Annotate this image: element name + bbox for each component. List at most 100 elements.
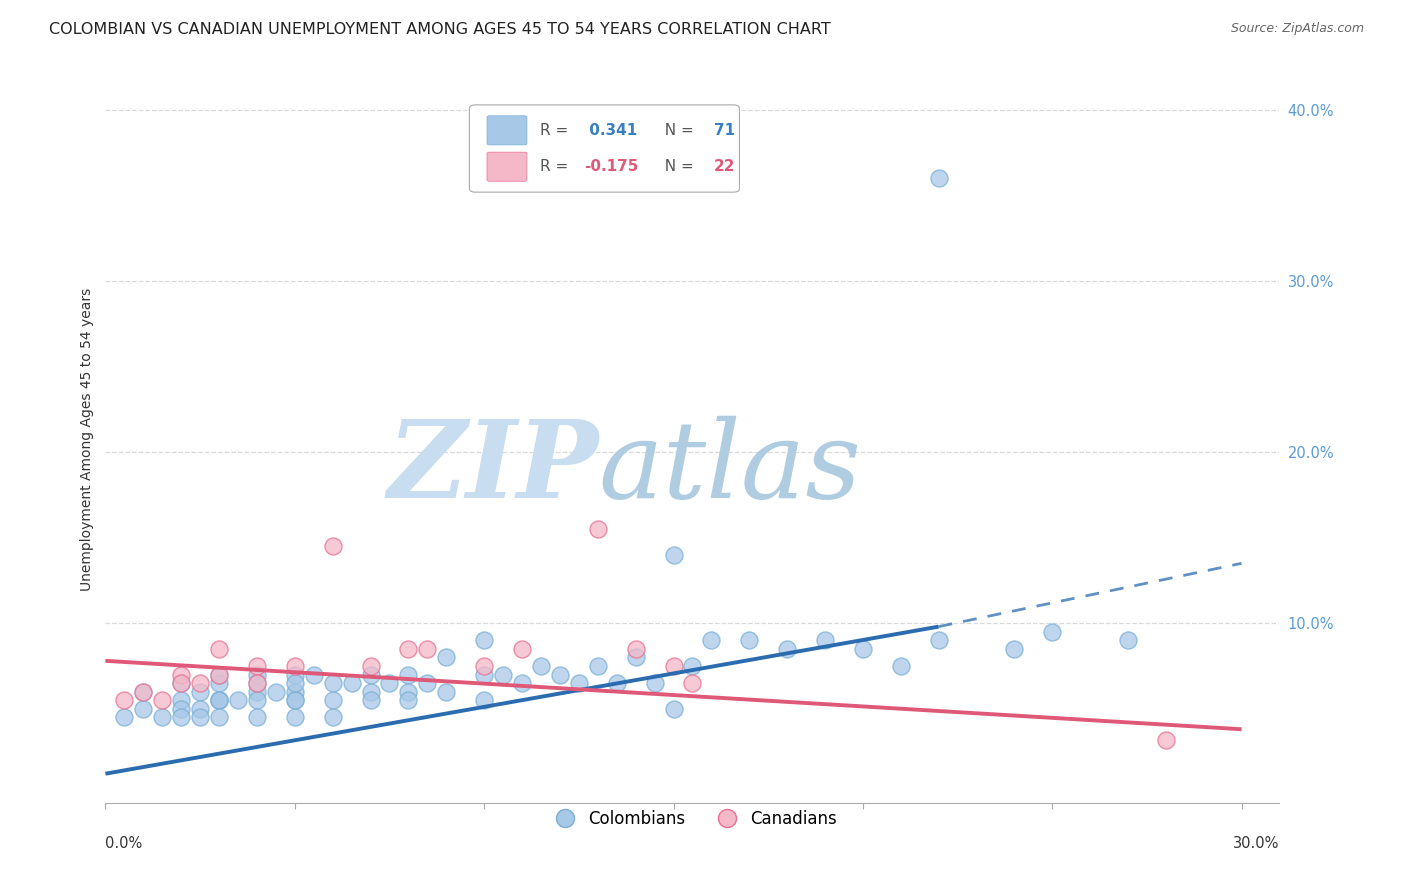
Text: Source: ZipAtlas.com: Source: ZipAtlas.com	[1230, 22, 1364, 36]
Text: COLOMBIAN VS CANADIAN UNEMPLOYMENT AMONG AGES 45 TO 54 YEARS CORRELATION CHART: COLOMBIAN VS CANADIAN UNEMPLOYMENT AMONG…	[49, 22, 831, 37]
Point	[510, 641, 533, 656]
Point	[132, 684, 155, 698]
Point	[852, 641, 875, 656]
Point	[226, 693, 249, 707]
Point	[246, 684, 269, 698]
Point	[472, 667, 495, 681]
Point	[738, 633, 761, 648]
Point	[170, 693, 193, 707]
Point	[188, 710, 211, 724]
Point	[284, 684, 307, 698]
Point	[624, 641, 647, 656]
Point	[548, 667, 571, 681]
Point	[170, 676, 193, 690]
Point	[132, 702, 155, 716]
Text: 71: 71	[714, 123, 735, 138]
Point	[928, 633, 950, 648]
Point	[150, 693, 173, 707]
Point	[662, 548, 685, 562]
Point	[416, 676, 439, 690]
Point	[662, 659, 685, 673]
Point	[208, 641, 231, 656]
Text: 30.0%: 30.0%	[1233, 836, 1279, 850]
Point	[472, 659, 495, 673]
Text: N =: N =	[655, 159, 699, 174]
FancyBboxPatch shape	[486, 116, 527, 145]
Point	[112, 710, 135, 724]
Point	[188, 684, 211, 698]
Point	[246, 659, 269, 673]
Point	[208, 693, 231, 707]
Point	[208, 693, 231, 707]
Point	[360, 659, 382, 673]
Point	[700, 633, 723, 648]
Point	[246, 693, 269, 707]
Point	[890, 659, 912, 673]
Text: R =: R =	[540, 159, 574, 174]
Point	[586, 659, 609, 673]
Text: 22: 22	[714, 159, 735, 174]
Point	[246, 710, 269, 724]
Text: ZIP: ZIP	[387, 416, 599, 522]
Point	[170, 702, 193, 716]
Point	[208, 667, 231, 681]
Point	[208, 710, 231, 724]
Text: N =: N =	[655, 123, 699, 138]
Point	[606, 676, 628, 690]
Point	[284, 676, 307, 690]
Point	[510, 676, 533, 690]
Point	[360, 667, 382, 681]
Point	[188, 702, 211, 716]
Point	[284, 710, 307, 724]
Point	[396, 684, 419, 698]
Point	[434, 684, 457, 698]
Point	[322, 693, 344, 707]
Point	[396, 641, 419, 656]
Point	[284, 693, 307, 707]
Point	[416, 641, 439, 656]
Point	[302, 667, 325, 681]
FancyBboxPatch shape	[470, 105, 740, 192]
Point	[814, 633, 837, 648]
Point	[1116, 633, 1139, 648]
Point	[378, 676, 401, 690]
Point	[682, 659, 704, 673]
Point	[150, 710, 173, 724]
Point	[208, 693, 231, 707]
Point	[284, 659, 307, 673]
Text: atlas: atlas	[599, 416, 862, 521]
Point	[928, 171, 950, 186]
Text: 0.0%: 0.0%	[105, 836, 142, 850]
Point	[246, 667, 269, 681]
Point	[1040, 624, 1063, 639]
Point	[586, 522, 609, 536]
Point	[568, 676, 591, 690]
Point	[112, 693, 135, 707]
Point	[170, 710, 193, 724]
Point	[246, 676, 269, 690]
Point	[682, 676, 704, 690]
Point	[340, 676, 363, 690]
Point	[360, 684, 382, 698]
Point	[530, 659, 553, 673]
Point	[322, 676, 344, 690]
Text: -0.175: -0.175	[585, 159, 638, 174]
FancyBboxPatch shape	[486, 153, 527, 181]
Point	[396, 667, 419, 681]
Point	[284, 667, 307, 681]
Legend: Colombians, Canadians: Colombians, Canadians	[541, 803, 844, 834]
Point	[264, 684, 287, 698]
Point	[492, 667, 515, 681]
Point	[396, 693, 419, 707]
Point	[188, 676, 211, 690]
Point	[360, 693, 382, 707]
Point	[208, 676, 231, 690]
Point	[1002, 641, 1025, 656]
Y-axis label: Unemployment Among Ages 45 to 54 years: Unemployment Among Ages 45 to 54 years	[80, 288, 94, 591]
Point	[284, 693, 307, 707]
Point	[472, 693, 495, 707]
Text: R =: R =	[540, 123, 574, 138]
Point	[170, 667, 193, 681]
Text: 0.341: 0.341	[585, 123, 638, 138]
Point	[1154, 732, 1177, 747]
